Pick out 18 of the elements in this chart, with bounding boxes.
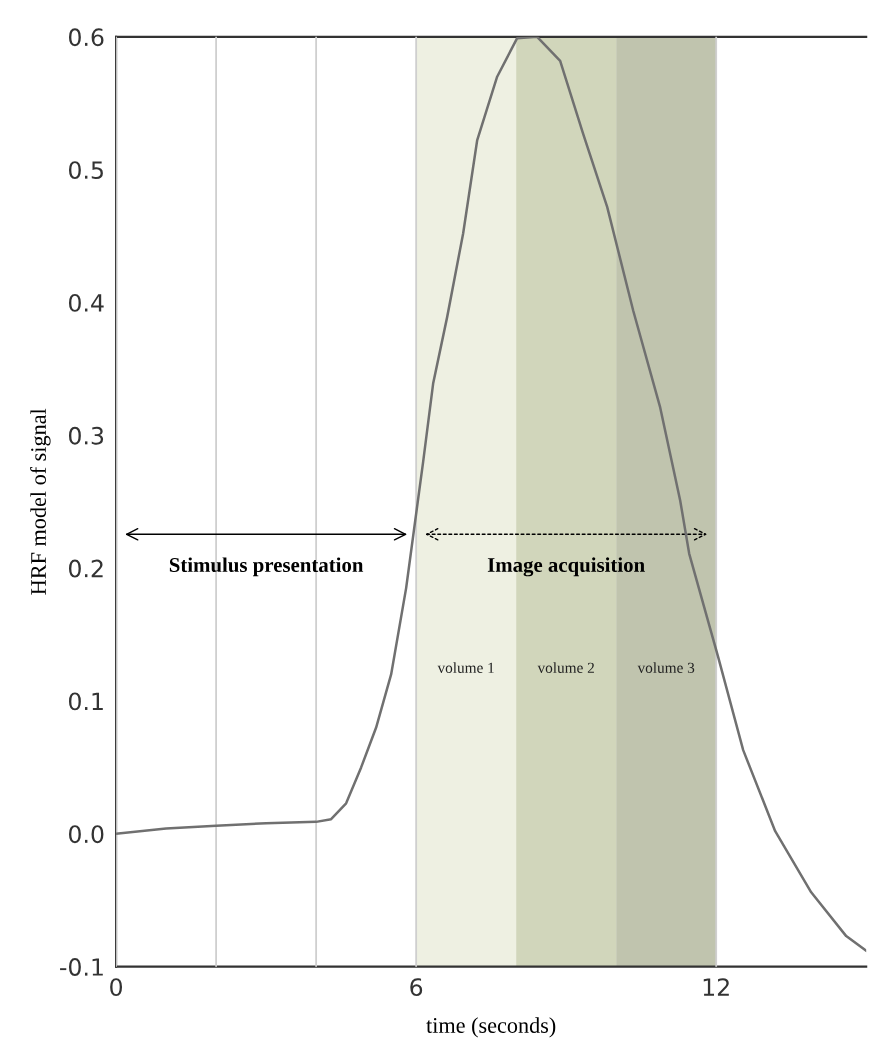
y-tick-label: 0.5: [68, 161, 103, 179]
band-label: volume 1: [437, 662, 494, 673]
y-tick-label: 0.0: [68, 825, 104, 844]
x-tick-label: 6: [410, 978, 423, 997]
y-tick-label: 0.1: [68, 692, 103, 711]
band-label: volume 3: [637, 662, 695, 673]
y-axis-title: HRF model of signal: [30, 408, 51, 595]
y-tick-label: 0.6: [68, 28, 104, 47]
y-tick-label: 0.4: [68, 293, 104, 312]
x-tick-label: 0: [110, 978, 123, 997]
x-axis-title: time (seconds): [426, 1017, 556, 1038]
annotation: Stimulus presentation: [169, 557, 364, 577]
annotation: Image acquisition: [487, 557, 645, 577]
y-tick-label: -0.1: [60, 958, 103, 976]
band-label: volume 2: [537, 662, 594, 673]
x-tick-label: 12: [703, 978, 729, 996]
y-tick-label: 0.2: [68, 559, 103, 578]
y-tick-label: 0.3: [68, 426, 104, 445]
